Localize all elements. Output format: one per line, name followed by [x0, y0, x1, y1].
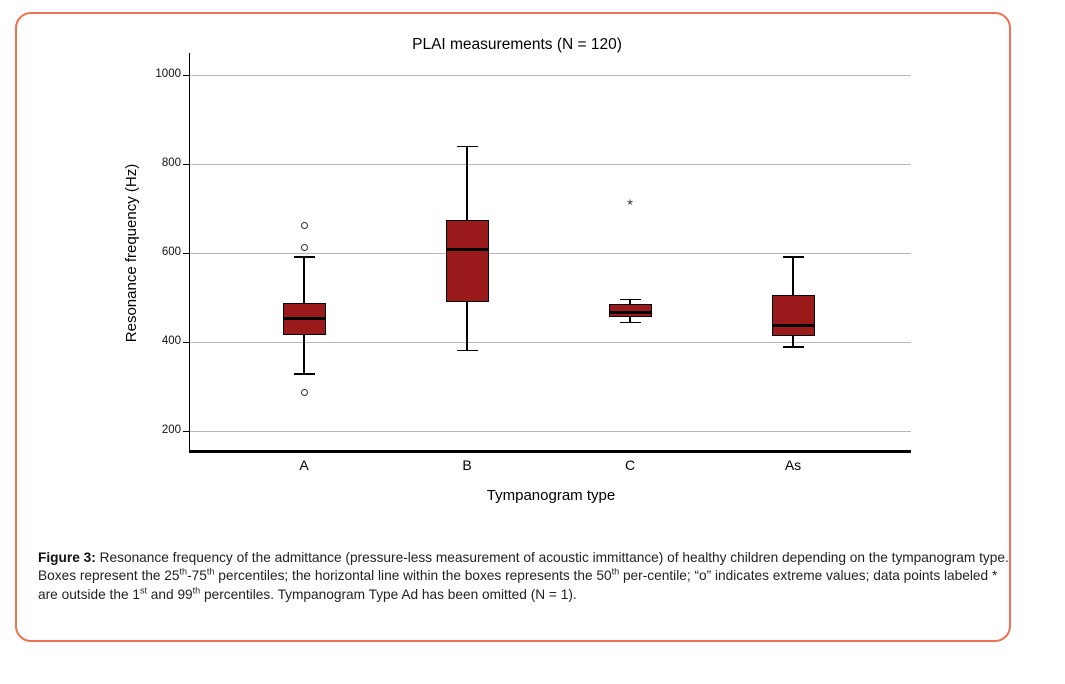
median-line-As	[771, 324, 815, 328]
x-tick-label-B: B	[462, 457, 472, 473]
outlier-circle-A	[300, 243, 308, 251]
whisker-cap-low-As	[782, 346, 804, 348]
caption-text: percentiles; the horizontal line within …	[214, 568, 612, 584]
y-tick-label: 800	[161, 156, 181, 169]
caption-text: -75	[187, 568, 207, 584]
caption-text: Resonance frequency of the admittance (p…	[38, 550, 1009, 584]
y-tick-label: 600	[161, 246, 181, 258]
whisker-cap-high-A	[293, 256, 315, 258]
x-tick-label-C: C	[624, 457, 636, 473]
whisker-cap-high-As	[782, 256, 804, 258]
x-axis-line	[188, 450, 911, 453]
figure-frame	[15, 12, 1011, 642]
whisker-cap-high-C	[619, 298, 641, 301]
median-line-A	[282, 317, 326, 321]
x-tick-label-As: As	[784, 457, 802, 473]
outlier-circle-A	[300, 388, 308, 396]
y-tick-mark	[183, 341, 190, 344]
caption-superscript: th	[611, 566, 620, 577]
median-line-C	[608, 311, 652, 315]
y-gridline	[190, 431, 911, 433]
extreme-star-C: *	[627, 196, 633, 214]
y-gridline	[190, 341, 911, 344]
outlier-circle-A	[300, 222, 308, 230]
y-gridline	[190, 252, 911, 255]
y-tick-label: 200	[161, 424, 181, 437]
y-tick-mark	[183, 163, 190, 166]
whisker-cap-low-A	[293, 373, 315, 375]
caption-superscript: th	[192, 585, 201, 596]
caption-superscript: th	[179, 566, 188, 577]
caption-text: percentiles. Tympanogram Type Ad has bee…	[200, 586, 577, 602]
y-tick-mark	[183, 252, 190, 255]
caption-superscript: th	[206, 566, 215, 577]
caption-figure-label: Figure 3:	[38, 550, 96, 565]
iqr-box-As	[771, 294, 815, 336]
y-axis-line	[188, 53, 190, 453]
y-tick-mark	[183, 431, 190, 433]
caption-superscript: st	[139, 585, 147, 596]
y-tick-mark	[183, 74, 190, 76]
iqr-box-B	[445, 220, 489, 302]
y-gridline	[190, 74, 911, 76]
whisker-cap-low-B	[456, 349, 478, 352]
whisker-cap-low-C	[619, 321, 641, 324]
whisker-cap-high-B	[456, 145, 478, 148]
y-tick-label: 1000	[155, 67, 181, 80]
caption-text: per-centile; “o” indicates extreme value…	[38, 568, 998, 602]
y-tick-label: 400	[161, 335, 181, 348]
figure-caption: Figure 3: Resonance frequency of the adm…	[38, 549, 1018, 604]
y-gridline	[190, 163, 911, 166]
median-line-B	[445, 247, 489, 251]
chart-title: PLAI measurements (N = 120)	[412, 36, 622, 53]
caption-text: and 99	[147, 586, 193, 602]
x-tick-label-A: A	[299, 457, 309, 473]
x-axis-title: Tympanogram type	[486, 487, 616, 504]
